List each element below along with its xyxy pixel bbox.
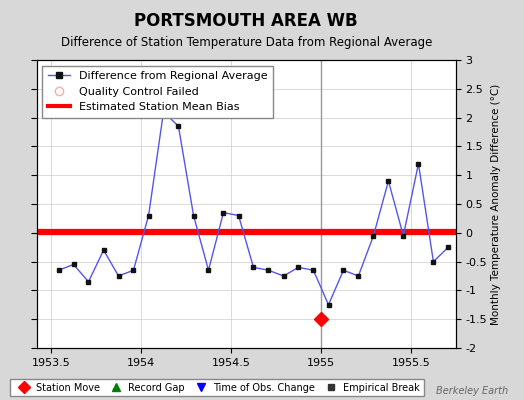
Y-axis label: Monthly Temperature Anomaly Difference (°C): Monthly Temperature Anomaly Difference (… [492,83,501,325]
Text: Difference of Station Temperature Data from Regional Average: Difference of Station Temperature Data f… [61,36,432,49]
Legend: Station Move, Record Gap, Time of Obs. Change, Empirical Break: Station Move, Record Gap, Time of Obs. C… [10,379,424,396]
Text: Berkeley Earth: Berkeley Earth [436,386,508,396]
Text: PORTSMOUTH AREA WB: PORTSMOUTH AREA WB [135,12,358,30]
